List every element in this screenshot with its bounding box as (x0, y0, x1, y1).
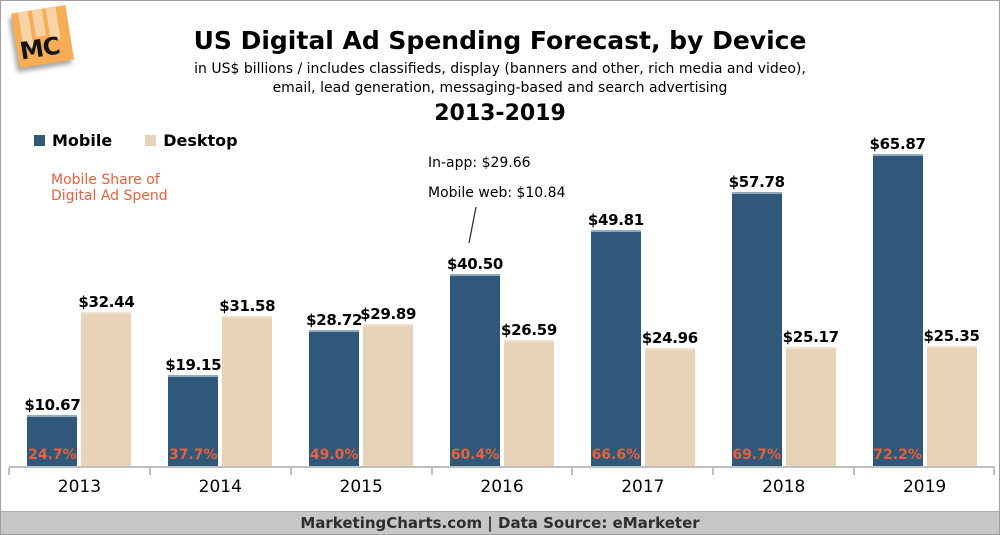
chart-year-group: $19.15 37.7% $31.58 2014 (148, 130, 291, 500)
x-axis-label: 2018 (762, 477, 806, 497)
chart-subtitle: in US$ billions / includes classifieds, … (1, 60, 999, 98)
bar-pair: $49.81 66.6% $24.96 (572, 130, 713, 466)
mobile-value-label: $65.87 (869, 135, 926, 153)
legend-swatch (145, 135, 157, 146)
x-axis-cell: 2019 (853, 466, 996, 500)
chart-subtitle-line1: in US$ billions / includes classifieds, … (194, 61, 806, 77)
desktop-bar: $31.58 (219, 297, 276, 466)
x-axis-label: 2015 (339, 477, 383, 497)
mobile-bar: $28.72 49.0% (306, 311, 362, 466)
mobile-value-label: $40.50 (446, 255, 504, 273)
desktop-bar: $32.44 (78, 293, 135, 466)
mobile-bar: $49.81 66.6% (588, 211, 644, 466)
mobile-bar: $57.78 69.7% (729, 173, 785, 466)
bar-pair: $57.78 69.7% $25.17 (713, 130, 854, 466)
x-axis-cell: 2014 (148, 466, 291, 500)
x-axis-cell: 2018 (712, 466, 855, 500)
desktop-bar: $24.96 (642, 329, 698, 466)
mobile-share-note-line1: Mobile Share of (51, 172, 160, 188)
marketingcharts-logo: MC (11, 5, 74, 68)
mobile-value-label: $19.15 (165, 356, 222, 374)
bar-pair: $65.87 72.2% $25.35 (854, 130, 995, 466)
desktop-value-label: $25.17 (782, 328, 839, 346)
annotation-in-app: In-app: $29.66 (428, 155, 531, 171)
chart-year-group: $28.72 49.0% $29.89 2015 (289, 130, 432, 500)
mobile-share-note-line2: Digital Ad Spend (51, 188, 168, 204)
desktop-value-label: $25.35 (923, 327, 980, 345)
axis-tick (993, 468, 995, 475)
axis-tick (853, 468, 856, 475)
annotation-pointer-line (468, 206, 477, 244)
chart-year-group: $57.78 69.7% $25.17 2018 (712, 130, 855, 500)
mobile-value-label: $49.81 (587, 211, 644, 229)
mobile-share-label: 72.2% (873, 447, 922, 463)
legend-label: Mobile (52, 131, 113, 150)
desktop-value-label: $24.96 (641, 329, 698, 347)
chart-subtitle-line2: email, lead generation, messaging-based … (272, 80, 728, 96)
axis-tick (430, 468, 433, 475)
x-axis-label: 2016 (480, 477, 524, 497)
chart-legend: Mobile Desktop (34, 131, 238, 150)
x-axis-label: 2019 (902, 477, 947, 497)
chart-years-range: 2013-2019 (434, 101, 566, 126)
legend-item-mobile: Mobile (34, 131, 112, 150)
legend-swatch (34, 135, 45, 146)
mobile-share-label: 60.4% (450, 447, 500, 463)
desktop-bar: $29.89 (360, 305, 416, 466)
desktop-value-label: $26.59 (500, 321, 558, 339)
mobile-value-label: $28.72 (306, 311, 363, 329)
x-axis-cell: 2013 (8, 466, 150, 500)
mobile-value-label: $10.67 (24, 396, 81, 414)
chart-title: US Digital Ad Spending Forecast, by Devi… (193, 26, 807, 55)
mobile-share-label: 24.7% (28, 447, 77, 463)
mobile-bar: $40.50 60.4% (447, 255, 503, 466)
legend-label: Desktop (163, 131, 238, 150)
desktop-bar: $25.35 (924, 327, 980, 466)
mobile-share-label: 49.0% (309, 447, 359, 463)
bar-pair: $10.67 24.7% $32.44 (9, 130, 150, 466)
bar-pair: $40.50 60.4% $26.59 (432, 130, 573, 466)
bar-chart: $10.67 24.7% $32.44 2013 $19.15 37.7% $3… (8, 130, 996, 500)
in-app-mobile-web-annotation: In-app: $29.66 Mobile web: $10.84 (428, 155, 565, 201)
chart-header: US Digital Ad Spending Forecast, by Devi… (1, 1, 999, 126)
x-axis-label: 2013 (57, 477, 102, 497)
annotation-mobile-web: Mobile web: $10.84 (428, 185, 566, 201)
desktop-value-label: $32.44 (78, 293, 135, 311)
bar-pair: $19.15 37.7% $31.58 (150, 130, 291, 466)
mobile-share-label: 37.7% (168, 447, 218, 463)
mobile-bar: $65.87 72.2% (870, 135, 926, 466)
bar-pair: $28.72 49.0% $29.89 (291, 130, 432, 466)
axis-tick (712, 468, 715, 475)
chart-year-group: $65.87 72.2% $25.35 2019 (853, 130, 996, 500)
desktop-bar: $25.17 (783, 328, 839, 466)
chart-year-group: $40.50 60.4% $26.59 2016 (430, 130, 573, 500)
desktop-value-label: $31.58 (219, 297, 276, 315)
source-footer: MarketingCharts.com | Data Source: eMark… (1, 511, 999, 534)
logo-text: MC (17, 31, 62, 66)
axis-tick (289, 468, 292, 475)
mobile-share-label: 66.6% (591, 447, 641, 463)
mobile-value-label: $57.78 (728, 173, 785, 191)
x-axis-label: 2014 (198, 477, 242, 497)
desktop-value-label: $29.89 (360, 305, 417, 323)
axis-tick (571, 468, 574, 475)
x-axis-label: 2017 (621, 477, 665, 497)
mobile-bar: $19.15 37.7% (165, 356, 222, 466)
axis-tick (148, 468, 151, 475)
desktop-bar: $26.59 (501, 321, 557, 466)
x-axis-cell: 2016 (430, 466, 573, 500)
chart-year-group: $49.81 66.6% $24.96 2017 (571, 130, 714, 500)
mobile-bar: $10.67 24.7% (24, 396, 81, 466)
legend-item-desktop: Desktop (145, 131, 238, 150)
mobile-share-label: 69.7% (732, 447, 781, 463)
axis-tick (8, 468, 10, 475)
x-axis-cell: 2015 (289, 466, 432, 500)
mobile-share-note: Mobile Share of Digital Ad Spend (51, 172, 168, 204)
chart-year-group: $10.67 24.7% $32.44 2013 (8, 130, 150, 500)
x-axis-cell: 2017 (571, 466, 714, 500)
